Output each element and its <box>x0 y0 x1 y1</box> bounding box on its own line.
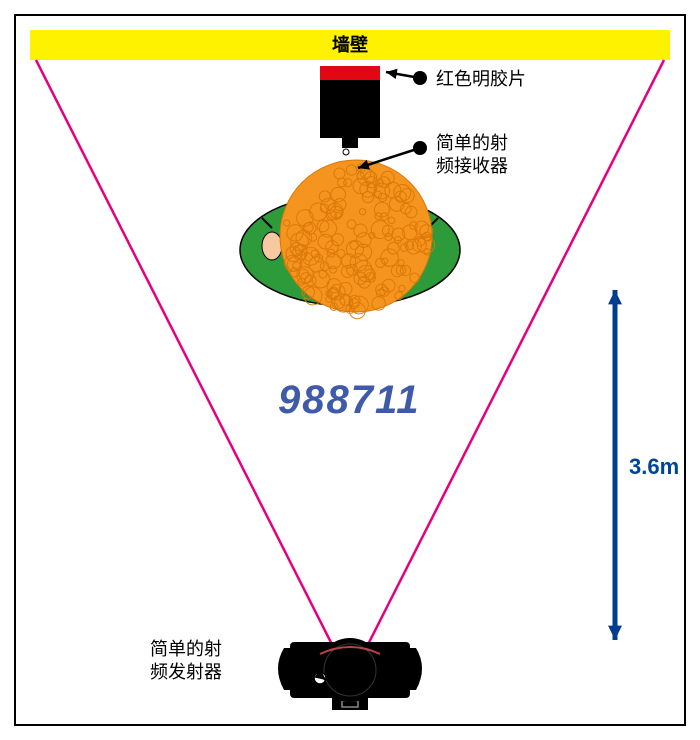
callout-transmitter-label: 简单的射 频发射器 <box>150 638 222 683</box>
callout-gel-label: 红色明胶片 <box>436 68 526 91</box>
diagram-canvas: 墙壁 红色明胶片 简单的射 频接收器 简单的射 频发射器 3.6m 988711 <box>0 0 700 740</box>
distance-label: 3.6m <box>629 453 679 481</box>
watermark: 988711 <box>278 378 421 423</box>
diagram-svg <box>0 0 700 740</box>
callout-receiver-label: 简单的射 频接收器 <box>436 132 508 177</box>
